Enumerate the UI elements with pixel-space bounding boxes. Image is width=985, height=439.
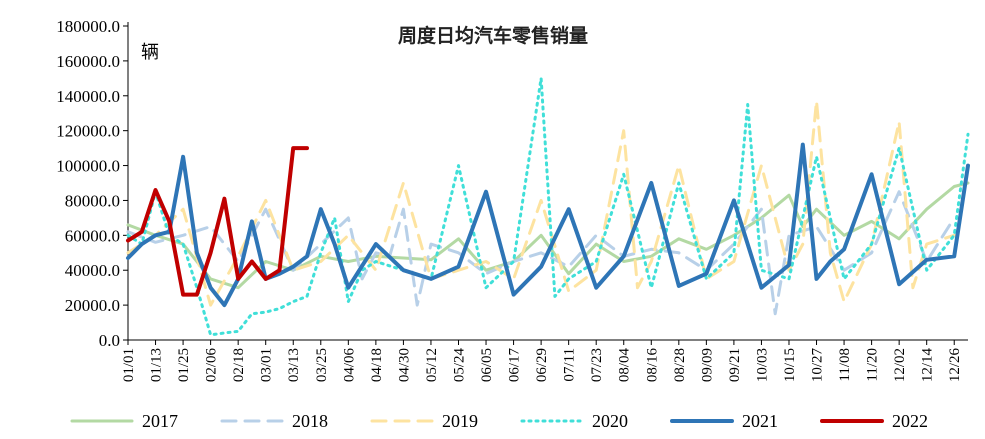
legend-label-2019: 2019 <box>442 411 478 431</box>
y-tick-label: 160000.0 <box>56 52 120 71</box>
y-tick-label: 20000.0 <box>65 296 120 315</box>
legend-label-2020: 2020 <box>592 411 628 431</box>
series-line-2019 <box>126 99 956 307</box>
x-tick-label: 11/20 <box>865 348 881 382</box>
x-axis-ticks: 01/01 01/13 01/25 02/06 02/18 03/01 03/13 03/25… <box>121 340 963 382</box>
y-axis-ticks: 0.0 20000.0 40000.0 60000.0 80000.0 100000.0 1… <box>56 17 128 350</box>
x-tick-label: 12/14 <box>920 348 936 383</box>
y-tick-label: 140000.0 <box>56 87 120 106</box>
x-tick-label: 06/29 <box>534 348 550 382</box>
x-tick-label: 06/05 <box>479 348 495 382</box>
x-tick-label: 03/13 <box>286 348 302 382</box>
x-tick-label: 09/21 <box>727 348 743 382</box>
series-line-2021 <box>126 142 970 308</box>
x-tick-label: 10/15 <box>782 348 798 382</box>
chart-title: 周度日均汽车零售销量 <box>398 24 588 47</box>
x-tick-label: 10/27 <box>810 348 826 383</box>
x-tick-label: 01/13 <box>149 348 165 382</box>
x-tick-label: 11/08 <box>837 348 853 382</box>
y-tick-label: 60000.0 <box>65 226 120 245</box>
x-tick-label: 08/04 <box>617 348 633 383</box>
legend: 2017 2018 2019 2020 2021 2022 <box>70 411 928 431</box>
x-tick-label: 01/01 <box>121 348 137 382</box>
x-tick-label: 07/11 <box>562 348 578 382</box>
y-tick-label: 40000.0 <box>65 261 120 280</box>
legend-label-2022: 2022 <box>892 411 928 431</box>
x-tick-label: 02/18 <box>231 348 247 382</box>
y-tick-label: 180000.0 <box>56 17 120 36</box>
legend-label-2017: 2017 <box>142 411 178 431</box>
x-tick-label: 05/24 <box>451 348 467 383</box>
y-tick-label: 120000.0 <box>56 122 120 141</box>
x-tick-label: 04/06 <box>341 348 357 383</box>
y-tick-label: 80000.0 <box>65 191 120 210</box>
x-tick-label: 05/12 <box>424 348 440 382</box>
x-tick-label: 03/01 <box>259 348 275 382</box>
y-tick-label: 100000.0 <box>56 157 120 176</box>
series-line-2020 <box>126 76 970 337</box>
x-tick-label: 02/06 <box>204 348 220 383</box>
x-tick-label: 01/25 <box>176 348 192 382</box>
y-tick-label: 0.0 <box>99 331 120 350</box>
x-tick-label: 08/16 <box>644 348 660 383</box>
x-tick-label: 03/25 <box>314 348 330 382</box>
y-axis-unit: 辆 <box>141 42 159 63</box>
x-tick-label: 04/30 <box>396 348 412 382</box>
series-lines <box>126 76 970 337</box>
legend-label-2018: 2018 <box>292 411 328 431</box>
axes <box>127 22 968 341</box>
x-tick-label: 12/26 <box>947 348 963 383</box>
x-tick-label: 04/18 <box>369 348 385 382</box>
x-tick-label: 06/17 <box>507 348 523 383</box>
x-tick-label: 10/03 <box>754 348 770 382</box>
x-tick-label: 07/23 <box>589 348 605 382</box>
series-line-2017 <box>126 181 970 290</box>
legend-label-2021: 2021 <box>742 411 778 431</box>
x-tick-label: 08/28 <box>672 348 688 382</box>
x-tick-label: 09/09 <box>699 348 715 382</box>
x-tick-label: 12/02 <box>892 348 908 382</box>
series-line-2022 <box>126 146 309 297</box>
